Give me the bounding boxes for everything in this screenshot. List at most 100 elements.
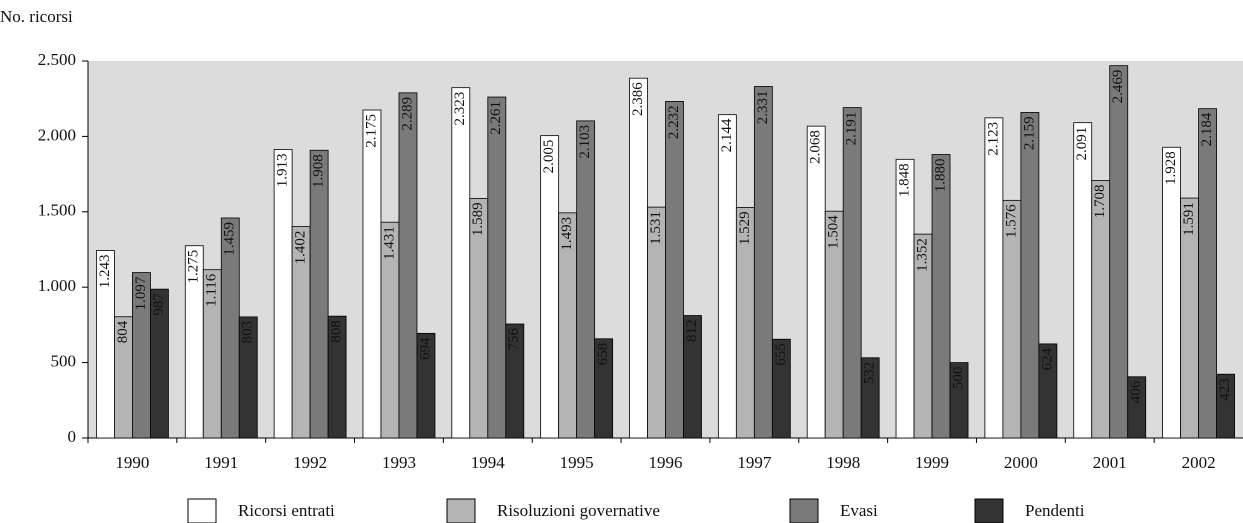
y-tick-label: 0: [68, 427, 77, 446]
value-label: 1.708: [1092, 184, 1108, 218]
value-label: 2.091: [1074, 127, 1090, 161]
bar: [273, 149, 293, 439]
bar: [842, 107, 862, 439]
bar: [238, 316, 258, 439]
value-label: 1.880: [932, 158, 948, 192]
value-label: 812: [684, 320, 700, 343]
bar: [594, 338, 614, 439]
value-label: 2.323: [452, 92, 468, 126]
bar: [895, 158, 915, 439]
bar: [362, 109, 382, 439]
value-label: 1.097: [133, 276, 149, 310]
bar: [1073, 122, 1093, 439]
y-tick-label: 1.500: [38, 201, 76, 220]
bar: [629, 77, 648, 439]
value-label: 655: [773, 343, 789, 366]
bar: [665, 101, 684, 439]
bar: [309, 149, 329, 439]
y-tick-label: 2.500: [38, 50, 76, 69]
bar: [540, 135, 560, 439]
bar: [1020, 112, 1040, 439]
value-label: 423: [1217, 378, 1233, 401]
value-label: 1.589: [470, 202, 486, 236]
y-axis-title: No. ricorsi: [0, 7, 73, 26]
bar: [984, 117, 1004, 439]
bar: [327, 315, 347, 439]
legend-label: Evasi: [840, 501, 878, 520]
value-label: 1.116: [204, 273, 220, 307]
x-tick-label: 1999: [915, 453, 949, 472]
value-label: 1.352: [914, 238, 930, 272]
value-label: 2.469: [1110, 70, 1126, 104]
value-label: 1.431: [381, 226, 397, 260]
bar: [860, 357, 880, 439]
bar: [683, 315, 702, 439]
bar: [1038, 343, 1058, 439]
value-label: 756: [506, 327, 522, 350]
bar: [451, 87, 471, 439]
value-label: 1.848: [896, 163, 912, 197]
value-label: 1.504: [826, 215, 842, 249]
x-tick-label: 2000: [1004, 453, 1038, 472]
bar: [398, 92, 418, 439]
value-label: 2.289: [399, 97, 415, 131]
x-tick-label: 1995: [560, 453, 594, 472]
value-label: 1.908: [311, 154, 327, 188]
value-label: 624: [1039, 347, 1055, 370]
bar: [505, 323, 525, 439]
bar: [806, 125, 826, 439]
y-tick-label: 2.000: [38, 125, 76, 144]
value-label: 1.913: [275, 154, 291, 188]
value-label: 1.493: [559, 217, 575, 251]
x-tick-label: 1990: [115, 453, 149, 472]
value-label: 1.576: [1003, 204, 1019, 238]
bar: [931, 154, 951, 439]
value-label: 1.591: [1181, 202, 1197, 236]
value-label: 1.243: [97, 255, 113, 289]
x-tick-label: 1992: [293, 453, 327, 472]
bar: [150, 288, 169, 439]
value-label: 500: [950, 367, 966, 390]
x-tick-label: 1993: [382, 453, 416, 472]
value-label: 2.232: [666, 105, 682, 139]
bar: [576, 120, 596, 439]
value-label: 658: [595, 343, 611, 366]
value-label: 694: [417, 337, 433, 360]
bar: [1127, 376, 1147, 439]
x-tick-label: 1996: [649, 453, 683, 472]
value-label: 1.459: [222, 222, 238, 256]
value-label: 2.191: [844, 112, 860, 146]
bar: [1216, 373, 1235, 439]
x-tick-label: 1998: [826, 453, 860, 472]
value-label: 2.184: [1199, 112, 1215, 146]
value-label: 2.175: [363, 114, 379, 148]
bar: [1109, 65, 1129, 439]
legend-swatch: [187, 498, 217, 523]
value-label: 804: [115, 320, 131, 343]
y-tick-label: 500: [51, 352, 77, 371]
value-label: 808: [329, 320, 345, 343]
value-label: 2.159: [1021, 116, 1037, 150]
value-label: 2.005: [541, 140, 557, 174]
value-label: 2.123: [985, 122, 1001, 156]
value-label: 987: [151, 293, 167, 316]
bar: [753, 86, 773, 439]
value-label: 2.331: [755, 90, 771, 124]
value-label: 2.261: [488, 101, 504, 135]
bar: [487, 96, 507, 439]
value-label: 803: [240, 321, 256, 344]
x-tick-label: 1991: [204, 453, 238, 472]
legend-swatch: [446, 498, 476, 523]
value-label: 2.068: [808, 130, 824, 164]
legend-swatch: [789, 498, 819, 523]
x-tick-label: 1994: [471, 453, 506, 472]
bar: [1198, 108, 1217, 439]
value-label: 1.275: [186, 250, 202, 284]
y-tick-label: 1.000: [38, 276, 76, 295]
value-label: 406: [1128, 380, 1144, 403]
x-tick-label: 2001: [1093, 453, 1127, 472]
value-label: 1.402: [293, 231, 309, 265]
bar: [416, 332, 436, 439]
bar: [717, 114, 737, 439]
